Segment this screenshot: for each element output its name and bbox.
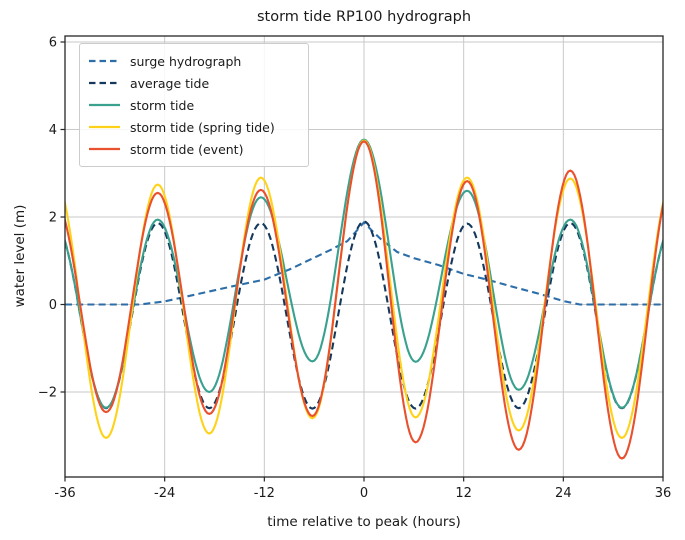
legend-entry: storm tide (spring tide) (89, 116, 298, 138)
legend-label: storm tide (130, 97, 195, 113)
x-tick-label: 12 (455, 486, 472, 501)
series-storm-tide-event (65, 140, 663, 460)
chart-title: storm tide RP100 hydrograph (256, 9, 472, 25)
legend-entry: storm tide (89, 94, 298, 116)
legend-label: surge hydrograph (130, 53, 242, 69)
legend: surge hydrograph average tide storm tide st… (79, 43, 309, 167)
series-surge-hydrograph (65, 221, 663, 306)
legend-swatch (89, 147, 120, 151)
x-tick-label: -36 (54, 486, 75, 501)
x-tick-label: 36 (655, 486, 672, 501)
legend-entry: surge hydrograph (89, 50, 298, 72)
legend-swatch (89, 81, 120, 85)
x-tick-label: 24 (555, 486, 572, 501)
legend-label: average tide (130, 75, 210, 91)
x-tick-label: 0 (360, 486, 368, 501)
y-tick-label: 2 (49, 211, 57, 226)
x-tick-label: -24 (154, 486, 175, 501)
y-tick-label: 4 (49, 123, 57, 138)
legend-label: storm tide (spring tide) (130, 119, 275, 135)
y-tick-label: 6 (49, 36, 57, 51)
legend-label: storm tide (event) (130, 141, 244, 157)
legend-swatch (89, 125, 120, 129)
legend-swatch (89, 59, 120, 63)
legend-entry: storm tide (event) (89, 138, 298, 160)
legend-entry: average tide (89, 72, 298, 94)
x-axis-label: time relative to peak (hours) (267, 514, 461, 530)
y-axis-label: water level (m) (12, 204, 28, 308)
legend-swatch (89, 103, 120, 107)
y-tick-label: 0 (49, 298, 57, 313)
y-tick-label: −2 (38, 386, 57, 401)
x-tick-label: -12 (254, 486, 275, 501)
